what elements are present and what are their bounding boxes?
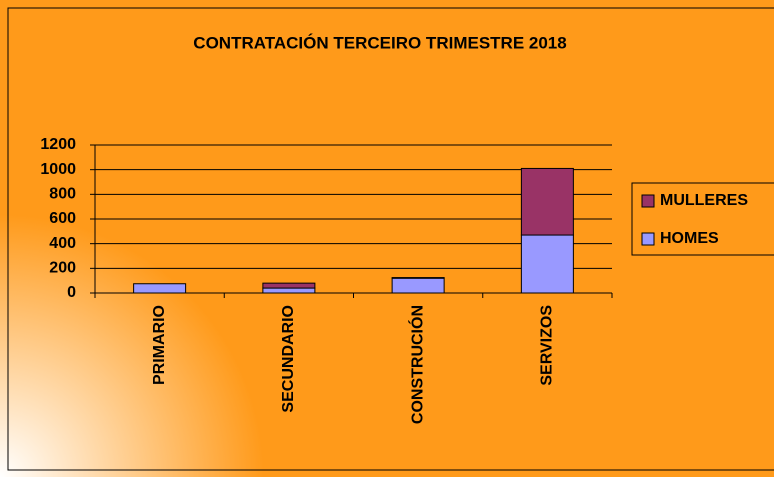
legend-swatch <box>641 232 655 246</box>
bar-segment <box>133 283 187 294</box>
bar-segment <box>262 282 316 289</box>
chart-frame <box>7 7 774 471</box>
x-tick-label: CONSTRUCIÓN <box>407 305 426 424</box>
bar-segment <box>391 277 445 294</box>
legend-swatch <box>641 194 655 208</box>
x-tick-label: PRIMARIO <box>151 305 168 385</box>
y-tick-label: 600 <box>49 210 76 227</box>
bar-segment <box>262 287 316 294</box>
chart-title: CONTRATACIÓN TERCEIRO TRIMESTRE 2018 <box>193 33 566 52</box>
y-tick-label: 0 <box>67 284 76 301</box>
bar-segment <box>520 234 574 294</box>
y-tick-label: 400 <box>49 235 76 252</box>
legend-label: HOMES <box>660 230 719 247</box>
y-tick-label: 800 <box>49 186 76 203</box>
bar-segment <box>391 277 445 279</box>
legend-label: MULLERES <box>660 192 748 209</box>
y-tick-label: 1200 <box>40 136 76 153</box>
y-tick-label: 1000 <box>40 161 76 178</box>
x-tick-label: SECUNDARIO <box>280 305 297 413</box>
bar-segment <box>520 167 574 236</box>
y-tick-label: 200 <box>49 260 76 277</box>
x-tick-label: SERVIZOS <box>539 305 556 386</box>
legend-box <box>631 182 774 256</box>
